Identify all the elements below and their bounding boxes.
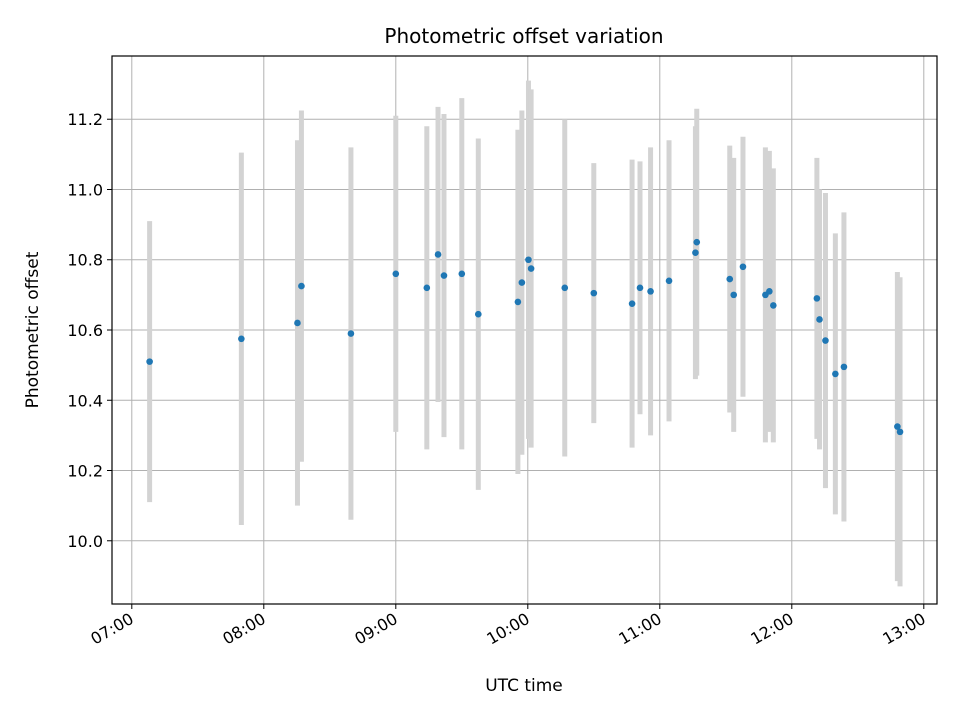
data-point (440, 272, 448, 279)
data-point (392, 270, 400, 278)
y-axis-ticks: 10.0 10.2 10.4 10.6 10.8 11.0 11.2 (67, 110, 112, 551)
y-tick-label: 10.2 (67, 462, 103, 481)
data-point (434, 251, 442, 258)
data-point (347, 330, 355, 337)
data-point (525, 256, 532, 264)
data-point (518, 279, 526, 286)
chart-title: Photometric offset variation (384, 24, 663, 48)
data-point (816, 316, 823, 323)
data-point (693, 238, 701, 246)
data-point (514, 298, 522, 306)
x-axis-label: UTC time (485, 676, 563, 696)
y-axis-label: Photometric offset (23, 251, 43, 408)
y-tick-label: 11.0 (67, 180, 103, 199)
data-point (739, 263, 747, 271)
data-point (423, 284, 431, 292)
data-point (146, 358, 153, 365)
data-point (896, 428, 904, 436)
data-point (647, 288, 654, 295)
data-point (294, 319, 301, 327)
data-points (146, 238, 904, 436)
data-point (527, 265, 535, 272)
data-point (458, 270, 466, 278)
data-point (813, 295, 821, 302)
y-tick-label: 10.8 (67, 251, 103, 270)
y-tick-label: 10.0 (67, 532, 103, 551)
data-point (238, 335, 245, 343)
data-point (475, 310, 482, 318)
y-tick-label: 10.6 (67, 321, 103, 340)
data-point (726, 275, 734, 283)
data-point (832, 370, 839, 378)
data-point (692, 249, 699, 257)
data-point (590, 289, 598, 297)
data-point (665, 277, 673, 285)
data-point (628, 300, 636, 307)
data-point (840, 363, 848, 371)
data-point (730, 291, 738, 299)
data-point (894, 423, 901, 430)
data-point (822, 337, 829, 344)
data-point (766, 288, 773, 295)
data-point (298, 282, 305, 290)
y-tick-label: 11.2 (67, 110, 103, 129)
data-point (636, 284, 644, 292)
data-point (770, 302, 777, 309)
y-tick-label: 10.4 (67, 391, 103, 410)
data-point (561, 284, 569, 292)
